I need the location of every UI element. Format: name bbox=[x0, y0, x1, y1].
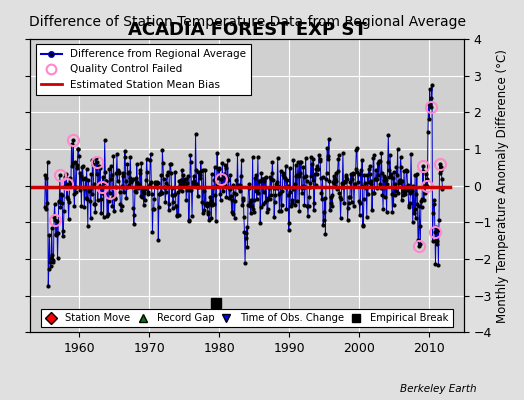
Text: Difference of Station Temperature Data from Regional Average: Difference of Station Temperature Data f… bbox=[29, 16, 466, 30]
Text: Berkeley Earth: Berkeley Earth bbox=[400, 384, 477, 394]
Legend: Station Move, Record Gap, Time of Obs. Change, Empirical Break: Station Move, Record Gap, Time of Obs. C… bbox=[41, 309, 453, 327]
Y-axis label: Monthly Temperature Anomaly Difference (°C): Monthly Temperature Anomaly Difference (… bbox=[496, 49, 509, 322]
Title: ACADIA FOREST EXP ST: ACADIA FOREST EXP ST bbox=[128, 21, 366, 39]
